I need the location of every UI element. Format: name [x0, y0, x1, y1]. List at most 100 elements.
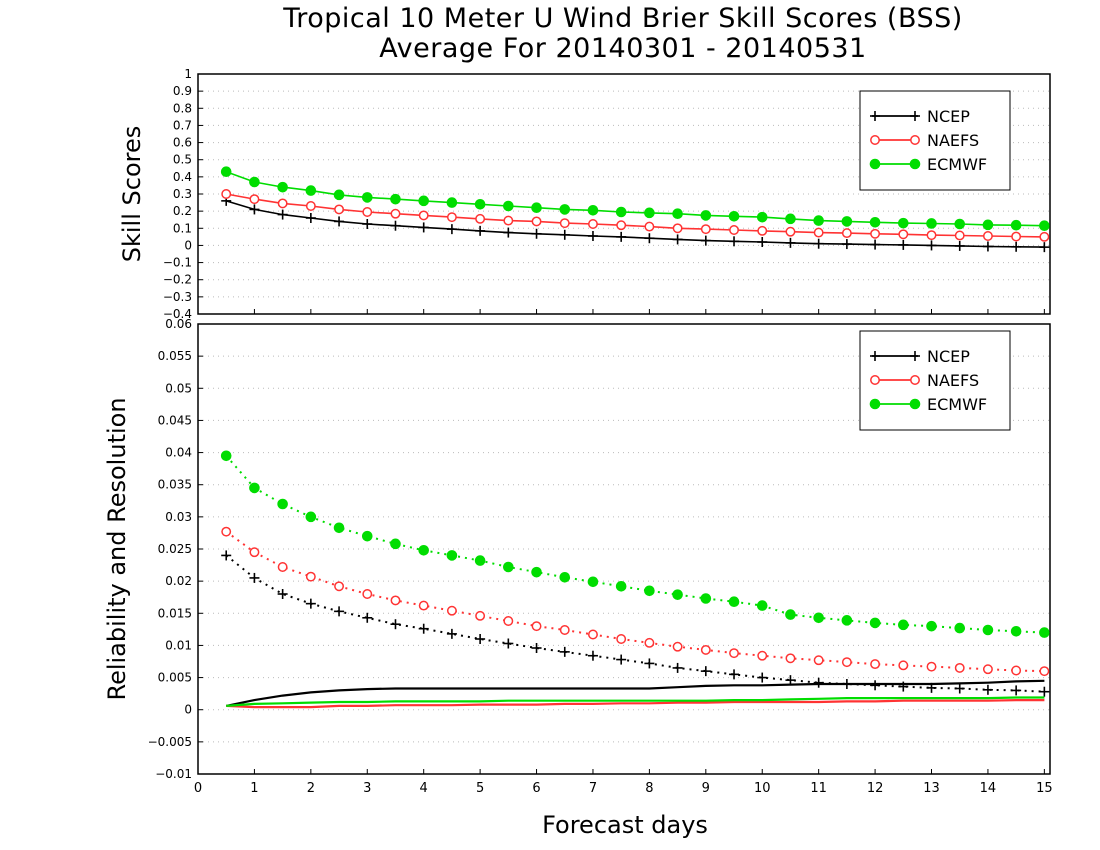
data-point-ncep: [841, 239, 852, 250]
data-point-ecmwf: [1039, 627, 1050, 638]
reliability-resolution-panel: 0.060.0550.050.0450.040.0350.030.0250.02…: [103, 317, 1053, 796]
data-point-naefs: [954, 230, 965, 241]
data-point-ecmwf: [644, 207, 655, 219]
y-tick-label: 0.3: [173, 187, 192, 201]
data-point-naefs: [503, 616, 514, 626]
data-point-naefs: [898, 229, 909, 240]
data-point-ecmwf: [841, 615, 853, 626]
x-tick-label: 10: [754, 781, 771, 796]
data-point-ncep: [1039, 242, 1050, 253]
x-tick-label: 11: [810, 781, 827, 796]
data-point-ecmwf: [587, 204, 599, 216]
data-point-ncep: [672, 662, 683, 673]
data-point-ncep: [926, 240, 937, 251]
series-line-naefs: [225, 530, 1045, 673]
data-point-ecmwf: [390, 538, 401, 550]
data-point-ncep: [700, 666, 711, 677]
data-point-ncep: [446, 628, 457, 639]
data-point-naefs: [249, 547, 260, 558]
data-point-naefs: [559, 625, 570, 635]
data-point-ecmwf: [503, 561, 514, 573]
data-point-naefs: [954, 662, 965, 673]
legend: NCEP NAEFS ECMWF: [859, 90, 1011, 191]
data-point-naefs: [277, 198, 288, 209]
legend-marker: [870, 111, 880, 121]
data-point-ecmwf: [1039, 220, 1050, 232]
data-point-ncep: [1011, 241, 1022, 252]
x-tick-label: 14: [980, 781, 997, 796]
data-point-naefs: [531, 216, 542, 227]
data-point-ncep: [559, 229, 570, 240]
data-point-naefs: [390, 595, 401, 606]
chart-title: Tropical 10 Meter U Wind Brier Skill Sco…: [283, 3, 963, 34]
y-tick-label: 0.005: [158, 671, 192, 685]
data-point-ncep: [277, 589, 288, 599]
data-point-ecmwf: [813, 215, 824, 226]
data-point-ecmwf: [418, 544, 429, 556]
legend-label: NAEFS: [927, 131, 979, 150]
data-point-ecmwf: [869, 216, 881, 228]
y-tick-label: 0.045: [158, 413, 192, 427]
x-tick-label: 7: [589, 781, 597, 796]
data-point-naefs: [982, 664, 993, 675]
data-point-ncep: [870, 239, 881, 250]
data-point-ncep: [334, 606, 345, 617]
y-tick-label: 0.01: [165, 638, 192, 652]
legend-marker: [869, 158, 881, 170]
x-tick-label: 2: [307, 781, 315, 796]
data-point-ecmwf: [305, 185, 317, 196]
x-tick-label: 9: [702, 781, 710, 796]
data-point-ecmwf: [361, 530, 373, 542]
y-tick-label: 0.03: [165, 510, 192, 524]
data-point-naefs: [475, 213, 486, 224]
data-point-ecmwf: [361, 192, 373, 203]
y-tick-label: 0.025: [158, 542, 192, 556]
x-axis-label: Forecast days: [542, 811, 708, 839]
legend-label: ECMWF: [927, 155, 987, 174]
data-point-ncep: [305, 598, 316, 609]
data-point-ncep: [729, 236, 740, 247]
series-line-ecmwf: [226, 696, 1045, 707]
data-point-ncep: [503, 638, 514, 649]
data-point-naefs: [418, 600, 429, 611]
data-point-ncep: [587, 650, 598, 661]
data-point-ncep: [757, 672, 768, 683]
data-point-naefs: [785, 653, 796, 664]
data-point-ecmwf: [531, 566, 542, 578]
legend-item-naefs: NAEFS: [870, 131, 979, 150]
data-point-naefs: [813, 227, 824, 238]
data-point-ecmwf: [700, 593, 712, 604]
x-tick-label: 4: [420, 781, 428, 796]
legend: NCEP NAEFS ECMWF: [859, 330, 1011, 431]
y-tick-label: −0.01: [155, 767, 192, 781]
data-point-ncep: [700, 235, 711, 246]
data-point-ecmwf: [954, 622, 966, 634]
y-tick-label: −0.1: [163, 256, 192, 270]
data-point-ncep: [531, 228, 542, 239]
series-line-ncep: [225, 554, 1045, 693]
data-point-ncep: [757, 237, 768, 247]
legend-item-naefs: NAEFS: [870, 371, 979, 390]
x-tick-label: 1: [250, 781, 258, 796]
data-point-ncep: [813, 677, 824, 688]
data-point-ecmwf: [559, 204, 571, 215]
legend-item-ecmwf: ECMWF: [869, 395, 987, 414]
data-point-naefs: [1011, 231, 1022, 242]
data-point-ncep: [221, 550, 232, 561]
data-point-ecmwf: [333, 189, 345, 201]
x-tick-label: 6: [532, 781, 540, 796]
data-point-ncep: [954, 683, 965, 694]
data-point-naefs: [531, 621, 542, 632]
data-point-naefs: [418, 210, 429, 221]
legend-item-ecmwf: ECMWF: [869, 155, 987, 174]
data-point-ecmwf: [220, 450, 232, 462]
data-point-ecmwf: [615, 580, 627, 592]
data-point-ncep: [418, 222, 429, 233]
legend-marker: [909, 398, 921, 410]
data-point-naefs: [277, 562, 288, 572]
data-point-naefs: [362, 207, 373, 217]
data-point-ecmwf: [559, 571, 571, 583]
y-tick-label: −0.3: [163, 290, 192, 304]
data-point-ecmwf: [474, 555, 486, 566]
data-point-naefs: [1039, 666, 1050, 677]
